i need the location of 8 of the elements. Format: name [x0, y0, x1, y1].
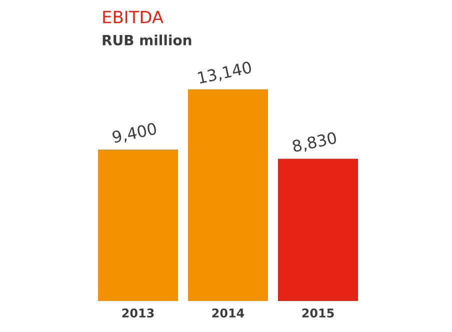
x-tick-label: 2013: [122, 308, 154, 318]
chart-title: EBITDA: [103, 10, 164, 24]
data-label: 8,830: [292, 132, 336, 152]
chart-subtitle: RUB million: [102, 34, 192, 46]
data-label: 13,140: [198, 62, 251, 84]
x-tick-label: 2014: [212, 308, 244, 318]
data-label: 9,400: [112, 123, 156, 143]
x-tick-label: 2015: [302, 308, 334, 318]
